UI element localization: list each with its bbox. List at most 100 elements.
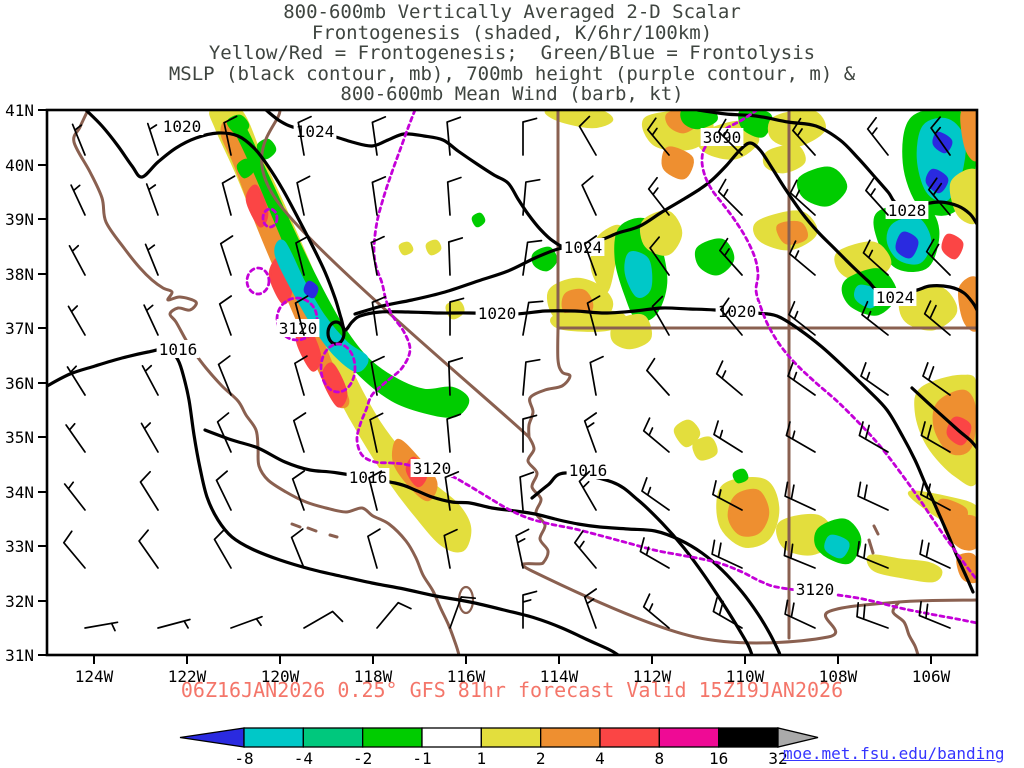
y-tick-label: 33N (5, 537, 34, 556)
wind-barb (221, 175, 236, 216)
shaded-region (767, 110, 826, 148)
colorbar-tick-label: 2 (536, 749, 546, 768)
wind-barb (586, 295, 601, 336)
wind-barb (925, 238, 951, 276)
shaded-region (544, 110, 614, 129)
wind-barb (369, 412, 384, 453)
contour-label: 1024 (876, 288, 915, 307)
contour-label: 3090 (703, 128, 742, 147)
x-tick-label: 118W (354, 667, 393, 686)
wind-barb (292, 412, 307, 453)
contour-label-bg (700, 128, 744, 146)
shaded-region (762, 144, 806, 174)
shaded-region (727, 488, 770, 537)
geography-borders (72, 110, 977, 655)
y-tick-label: 41N (5, 101, 34, 120)
y-tick-label: 40N (5, 156, 34, 175)
wind-barb (920, 480, 951, 511)
wind-barb (789, 179, 816, 216)
title-line-3: Yellow/Red = Frontogenesis; Green/Blue =… (208, 42, 816, 64)
wind-barb (522, 239, 543, 276)
shaded-region (692, 436, 718, 461)
contour-label: 1024 (564, 238, 603, 257)
wind-barb (788, 240, 816, 276)
wind-barb (927, 177, 951, 216)
wind-barb (788, 300, 816, 336)
wind-barb (651, 295, 670, 336)
colorbar-tick-label: -4 (294, 749, 313, 768)
x-tick-label: 108W (819, 667, 858, 686)
x-tick-label: 112W (633, 667, 672, 686)
wind-barb (446, 176, 462, 216)
wind-barb (447, 357, 464, 396)
wind-barb (522, 117, 538, 156)
colorbar-tick-label: 32 (768, 749, 787, 768)
wind-barb (785, 421, 816, 453)
colorbar-tick-label: -2 (353, 749, 372, 768)
wind-barb (140, 422, 159, 453)
shaded-region (694, 238, 735, 276)
wind-barb (444, 471, 460, 511)
x-tick-label: 122W (168, 667, 207, 686)
wind-barb (920, 421, 951, 453)
shaded-region (639, 210, 683, 256)
wind-barb (446, 116, 462, 156)
wind-barb (589, 355, 604, 396)
wind-barb (787, 362, 816, 396)
title-line-4: MSLP (black contour, mb), 700mb height (… (168, 62, 856, 85)
wind-barb (642, 593, 670, 629)
shaded-region (949, 168, 977, 225)
x-tick-label: 110W (726, 667, 765, 686)
colorbar: -8 -4 -2 -1 1 2 4 8 16 32 (179, 727, 819, 768)
wind-barb (583, 412, 598, 453)
border-line (306, 526, 318, 533)
wind-barb (713, 420, 743, 453)
colorbar-left-arrow (179, 727, 245, 748)
wind-barb (923, 300, 951, 336)
colorbar-tick-label: -8 (234, 749, 253, 768)
colorbar-tick-label: -1 (412, 749, 431, 768)
x-tick-label: 114W (540, 667, 579, 686)
border-line (527, 326, 572, 439)
wind-barb (578, 470, 597, 511)
wind-barb (792, 117, 816, 156)
height-contour-loop (261, 207, 279, 229)
wind-barb (294, 355, 308, 396)
contour-label: 3120 (279, 319, 318, 338)
y-tick-label: 32N (5, 592, 34, 611)
colorbar-tick-label: 1 (477, 749, 487, 768)
contour-label: 1016 (159, 340, 198, 359)
credit-link[interactable]: moe.met.fsu.edu/banding (783, 744, 1005, 763)
wind-barb (68, 244, 86, 276)
shaded-region (895, 231, 919, 259)
shaded-region (796, 166, 848, 207)
shaded-region (236, 158, 255, 179)
contour-label-bg (873, 288, 917, 306)
wind-barb (865, 177, 889, 216)
wind-barb (215, 470, 232, 511)
wind-barb (711, 539, 743, 569)
shaded-region (960, 110, 977, 162)
wind-barb (861, 300, 889, 336)
shaded-region (610, 313, 652, 350)
shaded-region (531, 246, 558, 272)
shaded-region (680, 110, 718, 130)
height-labels: 3090 3120 3120 3120 (276, 128, 837, 599)
wind-barb (70, 184, 86, 216)
colorbar-tick-label: 8 (655, 749, 665, 768)
frontogenesis-shading (209, 110, 977, 584)
wind-barb (368, 470, 383, 511)
contour-label: 1020 (478, 304, 517, 323)
wind-barb (371, 116, 387, 156)
shaded-region (732, 468, 749, 484)
shaded-region (471, 212, 486, 228)
border-line (260, 110, 531, 439)
wind-barb (717, 178, 743, 216)
wind-barb (719, 237, 743, 276)
x-tick-label: 116W (447, 667, 486, 686)
wind-barb (71, 123, 86, 156)
colorbar-segment (540, 727, 601, 748)
height-contour (700, 110, 977, 582)
wind-barb (712, 480, 743, 511)
